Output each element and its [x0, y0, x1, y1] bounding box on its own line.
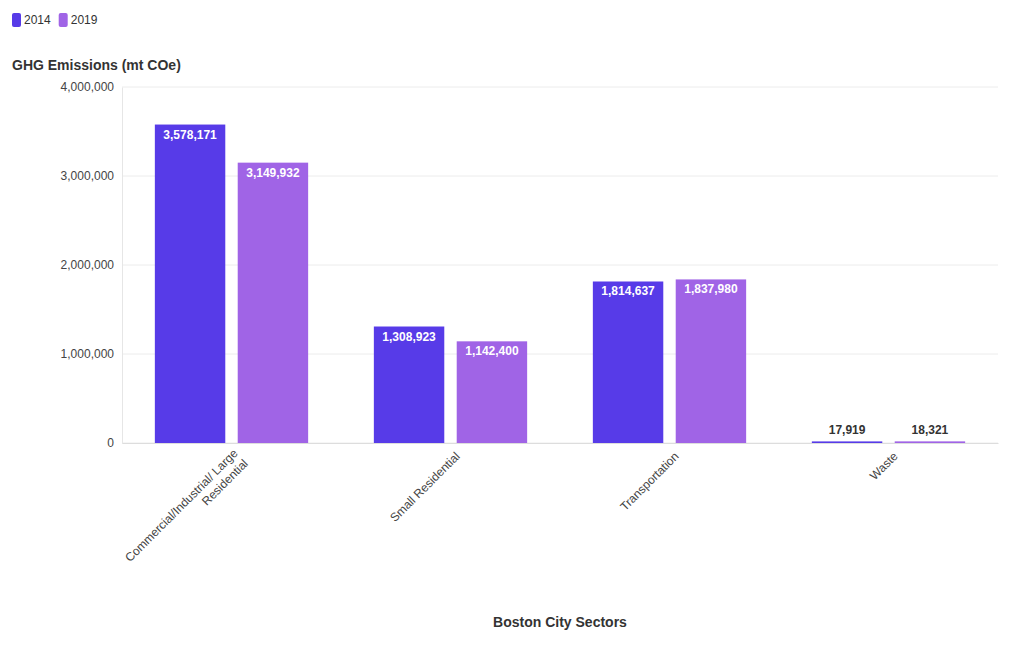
legend-swatch — [12, 13, 21, 27]
x-tick: Waste — [867, 443, 901, 483]
legend-item: 2014 — [12, 13, 51, 27]
data-label: 1,837,980 — [684, 282, 738, 296]
y-tick: 2,000,000 — [61, 258, 122, 272]
x-tick: Transportation — [617, 443, 681, 514]
bar — [374, 327, 444, 443]
legend-swatch — [59, 13, 68, 27]
bar — [457, 341, 527, 443]
legend: 2014 2019 — [12, 13, 98, 27]
y-tick: 4,000,000 — [61, 80, 122, 94]
chart: 0 1,000,000 2,000,000 3,000,000 4,000,000 Com… — [0, 0, 1020, 650]
y-tick-label: 2,000,000 — [61, 258, 115, 272]
bars — [155, 125, 965, 443]
data-label: 3,149,932 — [246, 166, 300, 180]
legend-label: 2014 — [24, 13, 51, 27]
y-tick-label: 4,000,000 — [61, 80, 115, 94]
y-axis: 0 1,000,000 2,000,000 3,000,000 4,000,000 — [61, 80, 123, 450]
y-axis-title: GHG Emissions (mt COe) — [12, 57, 181, 73]
x-axis: Commercial/Industrial/ LargeResidential S… — [122, 443, 998, 575]
data-label: 1,142,400 — [465, 344, 519, 358]
y-tick-label: 0 — [107, 436, 114, 450]
bar — [155, 125, 225, 443]
x-tick: Commercial/Industrial/ LargeResidential — [122, 443, 251, 575]
y-tick: 0 — [107, 436, 122, 450]
data-label: 3,578,171 — [163, 128, 217, 142]
x-tick-label: Transportation — [617, 449, 681, 513]
bar — [593, 281, 663, 443]
data-label: 17,919 — [829, 423, 866, 437]
y-axis-line — [122, 88, 123, 444]
grid — [122, 87, 998, 443]
bar — [238, 163, 308, 443]
y-tick: 3,000,000 — [61, 169, 122, 183]
x-axis-line — [123, 443, 999, 444]
y-tick-label: 3,000,000 — [61, 169, 115, 183]
x-axis-title: Boston City Sectors — [493, 614, 627, 630]
x-tick-label: Waste — [867, 449, 901, 483]
legend-label: 2019 — [71, 13, 98, 27]
data-label: 18,321 — [912, 423, 949, 437]
legend-item: 2019 — [59, 13, 98, 27]
bar — [812, 441, 882, 443]
grid-line — [122, 87, 998, 88]
x-tick-label-line: Residential — [199, 456, 251, 508]
x-tick-label: Small Residential — [387, 449, 462, 524]
data-label: 1,814,637 — [601, 284, 655, 298]
y-tick-label: 1,000,000 — [61, 347, 115, 361]
bar — [895, 441, 965, 443]
x-tick: Small Residential — [387, 443, 462, 525]
data-label: 1,308,923 — [382, 330, 436, 344]
data-labels: 3,578,171 1,308,923 1,814,637 17,919 3,149,9… — [163, 128, 948, 438]
x-tick-label-line: Commercial/Industrial/ Large — [122, 446, 241, 565]
bar — [676, 279, 746, 443]
x-tick-label: Commercial/Industrial/ LargeResidential — [122, 446, 251, 575]
y-tick: 1,000,000 — [61, 347, 122, 361]
